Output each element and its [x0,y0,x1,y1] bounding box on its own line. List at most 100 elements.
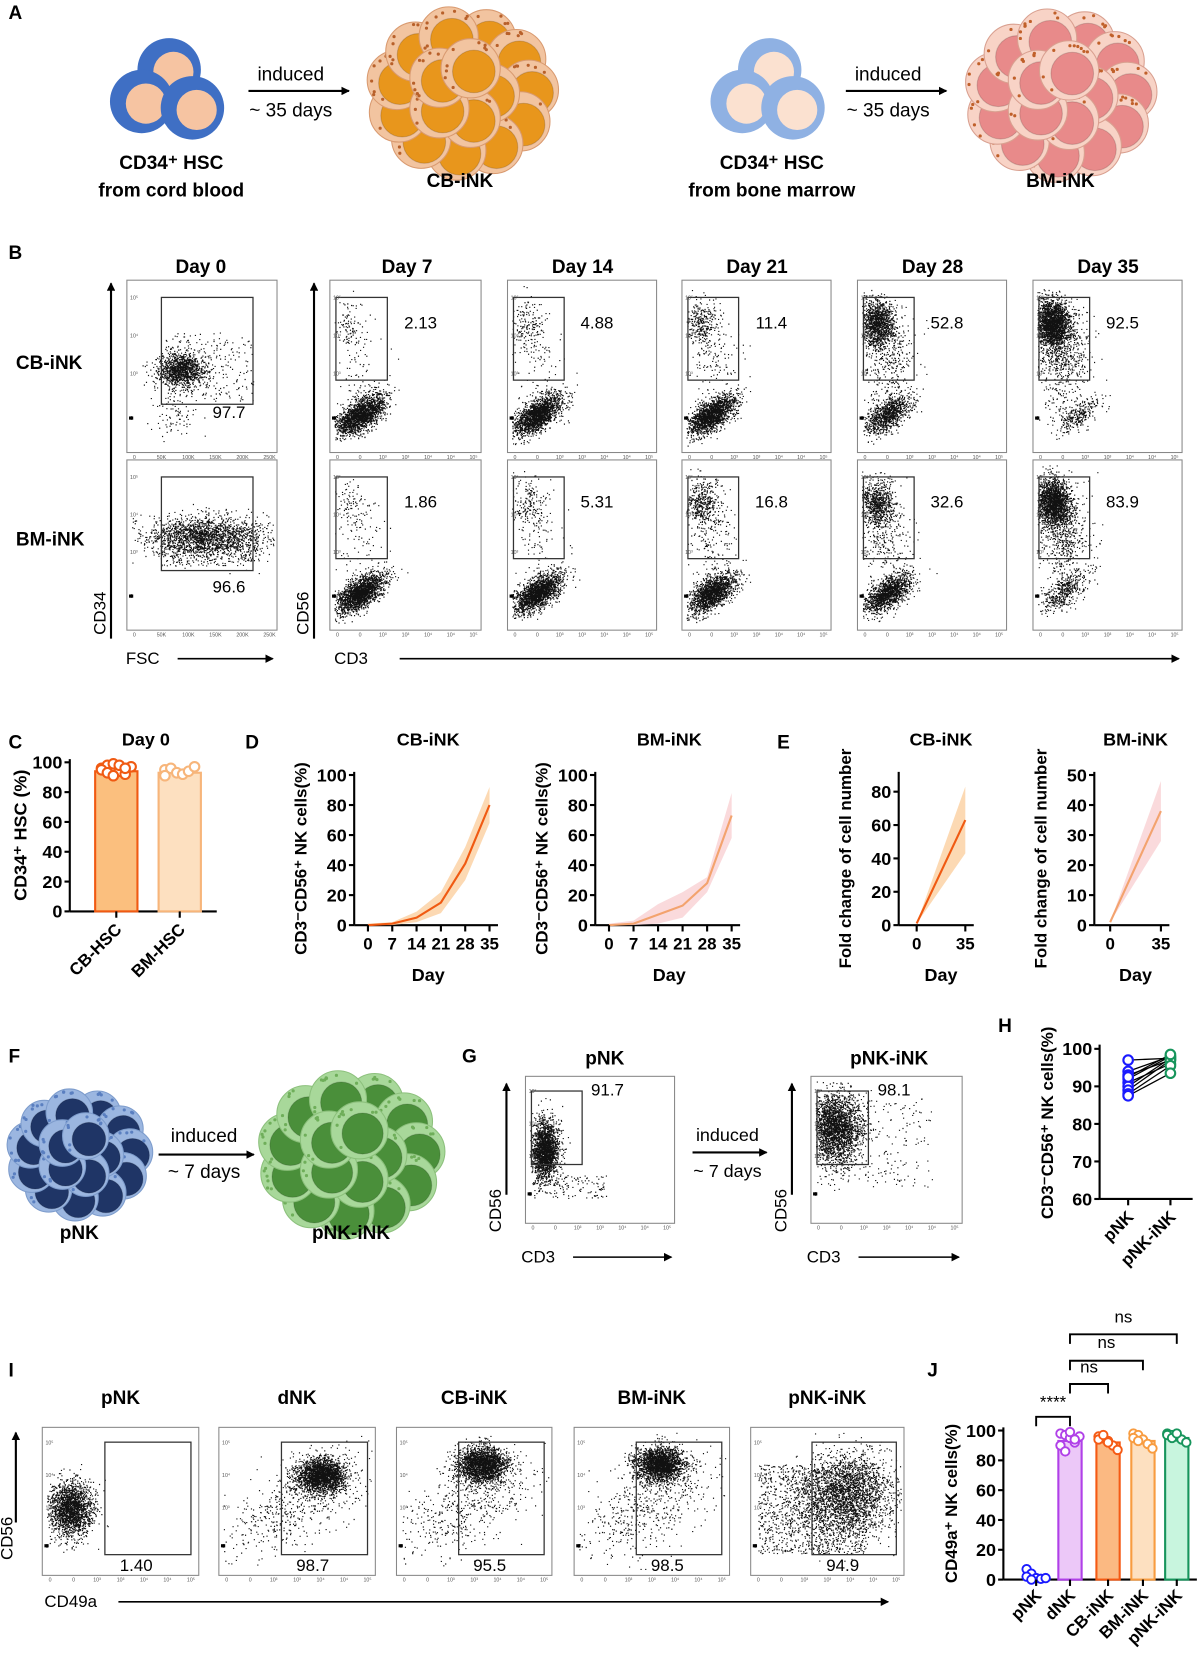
y-tick-label: 0 [986,1570,996,1590]
x-tick-label: 10³ [578,632,586,638]
y-tick-label: 60 [1072,1189,1092,1209]
granule [301,1169,305,1173]
x-tick-label: 10⁵ [718,1578,726,1584]
gate-percentage: 52.8 [930,313,963,332]
y-tick-label: 60 [976,1481,996,1501]
y-tick-label: 40 [327,855,347,875]
granule [334,1073,339,1077]
x-tick-label: 0 [863,455,866,461]
y-tick-label: 20 [1067,855,1087,875]
granule [416,23,420,27]
granule [986,49,991,53]
x-tick-label: 10⁴ [447,632,455,638]
x-tick-label: 35 [1152,934,1171,953]
granule [22,1116,26,1120]
x-tick-label: 10⁴ [1126,632,1134,638]
flow-events [402,1435,550,1567]
data-point [1064,1426,1076,1438]
granule [375,1077,379,1082]
granule [434,15,438,19]
significance-bracket [1069,1333,1178,1344]
x-tick-label: 150K [209,632,222,638]
granule [388,54,392,58]
granule [411,22,416,27]
granule [1076,44,1080,49]
granule [12,1172,17,1176]
data-point [1164,1048,1177,1061]
axis-title: CD3 [334,649,368,668]
y-tick-label: 10⁴ [577,1473,585,1479]
flow-events [758,1432,902,1562]
data-point [1122,1071,1134,1083]
cell-nucleus [777,89,818,131]
granule [417,58,422,62]
x-tick-label: 0 [225,1578,228,1584]
arrow-label: ~ 7 days [693,1161,761,1181]
x-tick-label: 10⁴ [950,455,958,461]
flow-events [334,290,400,442]
granule [1056,16,1060,20]
flow-plot: 5.3110⁵10⁴10³00010³10³10⁴10⁴10⁵ [506,459,658,638]
significance-label: ns [1098,1333,1116,1352]
granule [307,1154,311,1158]
plot-title: pNK-iNK [788,1388,866,1409]
x-tick-label: 10⁴ [140,1578,148,1584]
x-tick-label: 0 [403,1578,406,1584]
chart-title: CB-iNK [910,729,973,749]
x-tick-label: 0 [688,455,691,461]
data-point [188,760,201,773]
granule [130,1110,134,1114]
flow-plot: 95.510⁵10⁴10³00010³10³10⁴10⁴10⁵ [395,1426,553,1584]
x-tick-label: 10³ [447,1578,455,1584]
data-point [107,769,120,782]
gate [458,1441,545,1556]
x-tick-label: 10⁴ [846,1578,854,1584]
x-tick-label: 10⁴ [1148,632,1156,638]
gate-percentage: 97.7 [213,403,246,422]
y-tick-label: 10⁵ [400,1440,408,1446]
granule [335,1123,339,1127]
x-tick-label: 10⁴ [517,1578,525,1584]
granule [451,85,455,90]
flow-plot: 52.810⁵10⁴10³00010³10³10⁴10⁴10⁵ [856,279,1008,461]
y-tick-label: 60 [327,825,347,845]
granule [1079,46,1083,51]
granule [1028,19,1032,24]
x-tick-label: 10⁴ [671,1578,679,1584]
pair-line [1127,1072,1171,1097]
flow-events [334,479,409,624]
y-tick-label: 10⁴ [333,333,341,339]
bm-ink-illustration [965,8,1158,183]
pair-line [1127,1053,1171,1078]
granule [46,1155,50,1159]
granule [316,1118,320,1122]
granule [977,62,981,66]
granule [495,43,499,48]
x-tick-label: 10⁵ [363,1578,371,1584]
granule [1023,22,1027,26]
granule [443,76,447,80]
x-tick-label: 0 [1061,455,1064,461]
granule [372,90,376,94]
x-tick-label: 35 [722,934,741,953]
gate [687,296,740,381]
data-point [1122,1054,1134,1066]
granule [412,81,416,85]
granule [273,1118,277,1122]
x-tick-label: 0 [757,1578,760,1584]
flow-plot: 91.710⁵10⁴10³00010³10³10⁴10⁴10⁵ [524,1075,676,1232]
x-tick-label: 10⁵ [645,455,653,461]
granule [484,48,488,52]
granule [111,1107,115,1111]
flow-plot: 97.710⁵10⁴10³0050K100K150K200K250K [126,279,278,461]
x-tick-label: 10³ [730,455,738,461]
x-tick-label: 50K [157,455,167,461]
y-tick-label: 10³ [222,1505,230,1511]
granule [1144,71,1148,75]
y-tick-label: 0 [52,902,62,922]
granule [410,1155,414,1159]
plot-title: dNK [278,1388,317,1409]
x-tick-label: 10⁴ [163,1578,171,1584]
significance-bracket [1035,1415,1071,1427]
x-axis-title: Day [925,965,958,985]
